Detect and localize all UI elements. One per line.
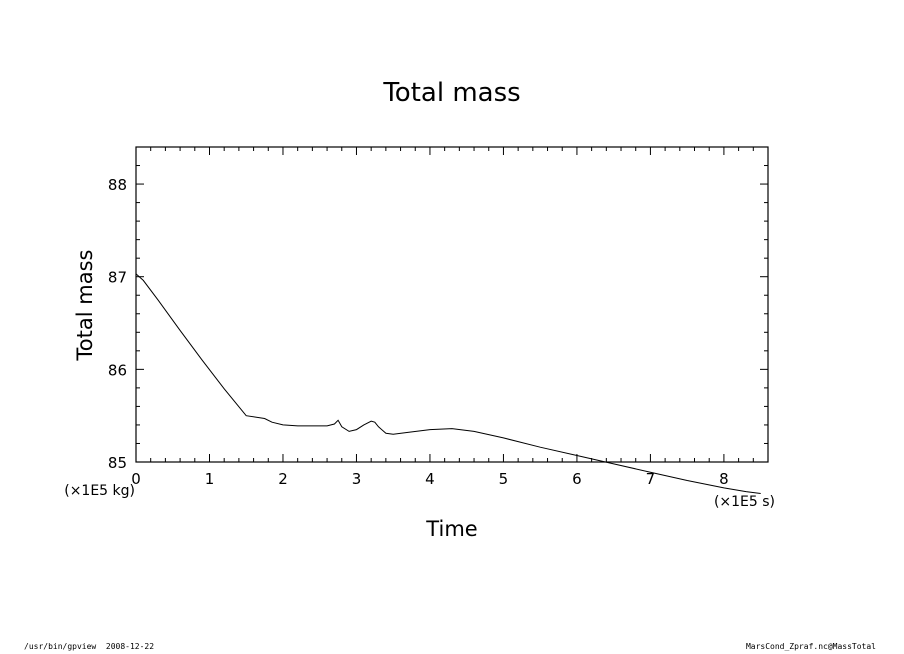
footer-left-text: /usr/bin/gpview 2008-12-22	[24, 642, 155, 651]
y-unit-label: (×1E5 kg)	[64, 483, 135, 499]
y-tick-label: 85	[108, 454, 127, 472]
x-tick-label: 6	[572, 470, 582, 488]
x-tick-label: 0	[131, 470, 141, 488]
plot-frame	[135, 146, 769, 463]
y-axis: 85 86 87 88	[108, 146, 768, 472]
y-axis-label: Total mass	[73, 250, 97, 362]
x-axis-label: Time	[425, 517, 477, 541]
y-tick-label: 86	[108, 361, 127, 379]
x-tick-label: 2	[278, 470, 288, 488]
x-tick-label: 4	[425, 470, 435, 488]
x-tick-label: 5	[499, 470, 509, 488]
x-axis: 0 1 2 3 4 5 6 7 8	[131, 147, 769, 488]
series-line-total-mass	[135, 273, 761, 494]
chart-title: Total mass	[382, 78, 520, 108]
footer-right-text: MarsCond_Zpraf.nc@MassTotal	[745, 642, 876, 651]
x-unit-label: (×1E5 s)	[714, 494, 775, 510]
x-tick-label: 3	[352, 470, 362, 488]
y-tick-label: 88	[108, 176, 127, 194]
x-tick-label: 8	[719, 470, 729, 488]
x-tick-label: 1	[205, 470, 215, 488]
y-tick-label: 87	[108, 269, 127, 287]
x-tick-label: 7	[646, 470, 656, 488]
